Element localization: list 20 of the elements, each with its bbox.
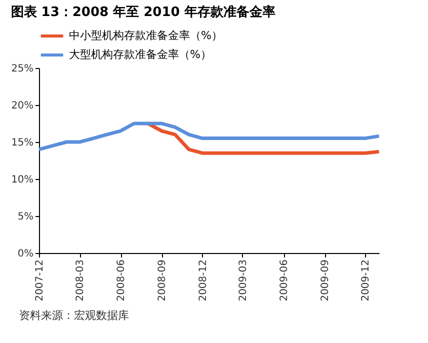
y-tick-label: 5% <box>18 212 34 222</box>
y-tick-label: 15% <box>11 138 34 148</box>
y-tick-label: 25% <box>11 64 34 74</box>
y-tick-label: 20% <box>11 100 34 112</box>
x-tick-label: 2008-06 <box>116 260 128 302</box>
text: 资料来源：宏观数据库 <box>19 309 129 322</box>
legend-label: 大型机构存款准备金率（%） <box>69 48 212 61</box>
x-tick-label: 2007-12 <box>34 260 46 302</box>
y-tick-label: 0% <box>18 248 34 260</box>
x-tick-label: 2008-12 <box>198 260 209 302</box>
legend-label: 中小型机构存款准备金率（%） <box>69 29 222 42</box>
y-tick-label: 10% <box>11 174 34 186</box>
chart-title: 图表 13：2008 年至 2010 年存款准备金率 <box>10 4 276 20</box>
x-tick-label: 2009-06 <box>279 260 290 302</box>
line-series <box>37 122 381 152</box>
x-tick-label: 2008-09 <box>157 260 168 302</box>
x-tick-label: 2009-09 <box>320 260 332 302</box>
x-tick-label: 2008-03 <box>75 260 86 302</box>
x-tick-label: 2009-03 <box>238 260 249 302</box>
x-tick-label: 2009-12 <box>360 260 372 302</box>
